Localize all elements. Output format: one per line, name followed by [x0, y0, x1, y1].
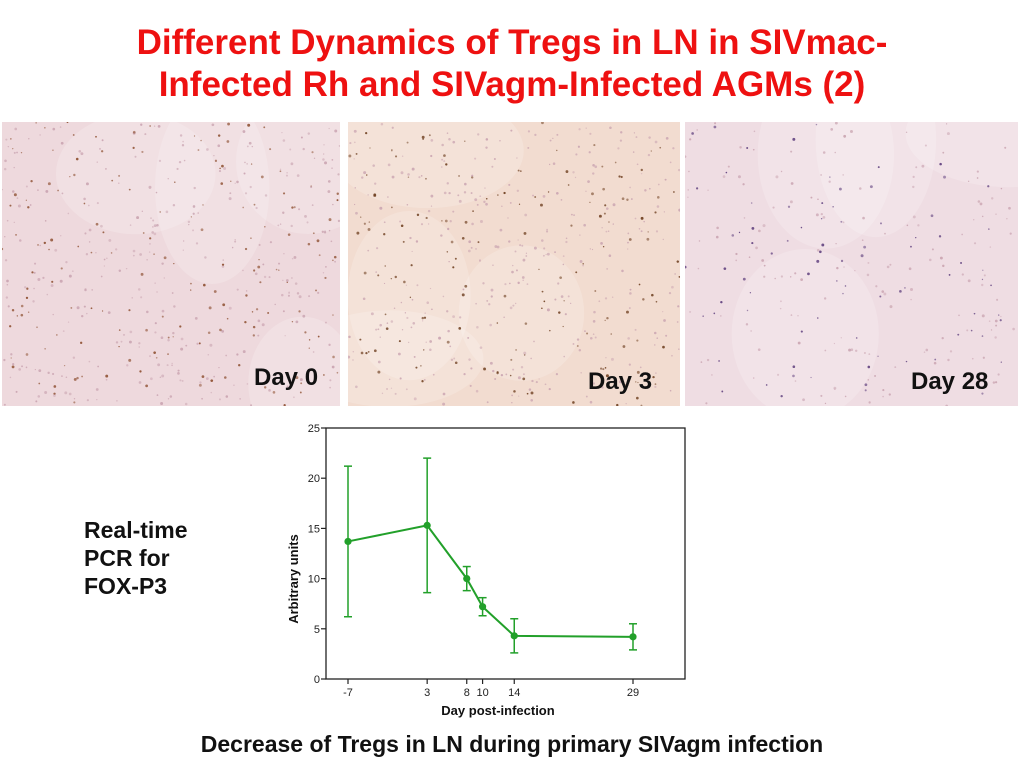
- side-label-line-1: Real-time: [84, 517, 188, 543]
- micrograph-day-28: Day 28: [685, 122, 1018, 406]
- series-line: [347, 524, 634, 638]
- x-tick-label: 29: [627, 687, 639, 699]
- data-point: [423, 521, 431, 529]
- micrograph-day-0-image: [2, 122, 340, 406]
- y-tick-label: 5: [314, 624, 320, 636]
- foxp3-line-chart: 0 5 10 15 20 25 -7 3 8 10 14 29 Day post-infection…: [270, 415, 690, 721]
- micrograph-day-0-background: [2, 122, 340, 406]
- micrograph-day-3-background: [348, 122, 680, 406]
- y-tick-label: 15: [308, 523, 320, 535]
- chart-background: [270, 415, 690, 721]
- micrograph-day-0-stained-cells: [2, 122, 340, 406]
- x-tick-label: -7: [343, 687, 353, 699]
- y-tick-label: 20: [308, 473, 320, 485]
- side-label-line-3: FOX-P3: [84, 573, 168, 599]
- x-tick-label: 8: [464, 687, 470, 699]
- data-point: [344, 537, 352, 546]
- photo-label-day-0: Day 0: [254, 364, 319, 391]
- y-tick-label: 0: [314, 674, 320, 686]
- plot-frame: [325, 427, 686, 680]
- micrograph-day-28-stained-cells: [685, 122, 1018, 406]
- x-tick-label: 10: [476, 687, 488, 699]
- slide-title: Different Dynamics of Tregs in LN in SIV…: [0, 22, 1024, 106]
- data-point: [463, 575, 471, 583]
- y-tick-label: 10: [308, 574, 320, 586]
- micrograph-day-0: Day 0: [2, 122, 340, 406]
- side-label: Real-time PCR for FOX-P3: [84, 516, 188, 600]
- y-axis-label: Arbitrary units: [286, 534, 301, 624]
- photo-label-day-3: Day 3: [588, 368, 653, 395]
- x-tick-label: 14: [508, 687, 520, 699]
- micrograph-day-3-stained-cells: [348, 122, 680, 406]
- photo-label-day-28: Day 28: [911, 368, 989, 395]
- slide-title-line-1: Different Dynamics of Tregs in LN in SIV…: [136, 23, 888, 62]
- slide-title-line-2: Infected Rh and SIVagm-Infected AGMs (2): [158, 65, 866, 104]
- micrograph-day-3-image: [348, 122, 680, 406]
- slide-caption: Decrease of Tregs in LN during primary S…: [200, 731, 824, 757]
- micrograph-day-28-image: [685, 122, 1018, 406]
- x-axis-label: Day post-infection: [441, 703, 554, 718]
- data-point: [510, 632, 518, 640]
- micrograph-day-3: Day 3: [348, 122, 680, 406]
- y-tick-label: 25: [308, 423, 320, 435]
- data-point: [478, 603, 487, 611]
- micrograph-day-28-background: [685, 122, 1018, 406]
- side-label-line-2: PCR for: [84, 545, 170, 571]
- x-tick-label: 3: [424, 687, 430, 699]
- data-point: [629, 633, 637, 641]
